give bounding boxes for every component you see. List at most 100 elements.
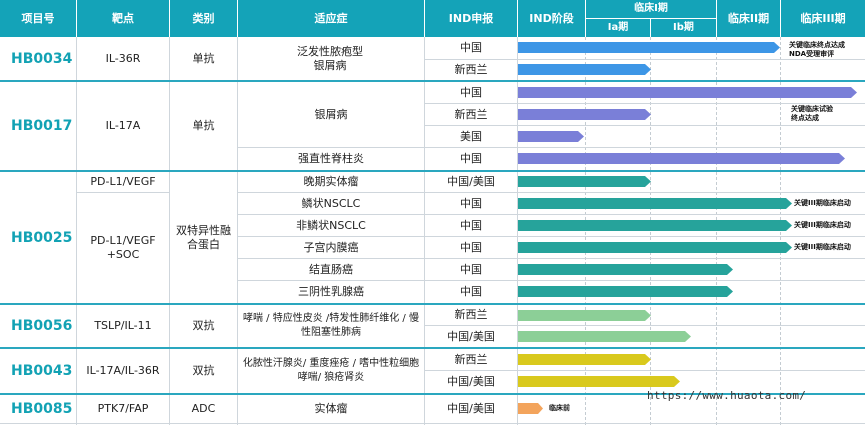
progress-bar [518,220,792,231]
ind-region: 中国/美国 [447,375,495,388]
milestone-note: 关键III期临床启动 [794,199,851,207]
progress-bar [518,131,584,142]
target: IL-36R [105,51,141,65]
ind-region: 新西兰 [454,107,488,121]
group-divider [0,170,865,172]
col-divider [424,37,425,425]
row-divider [425,370,865,371]
ind-region: 中国 [460,196,482,210]
row-divider [425,325,865,326]
indication: 哮喘 / 特应性皮炎 /特发性肺纤维化 / 慢性阻塞性肺病 [242,313,419,338]
project-code: HB0034 [11,50,73,67]
header-phase1b: Ib期 [651,19,716,37]
project-code: HB0025 [11,229,73,246]
indication: 三阴性乳腺癌 [298,285,364,298]
watermark: https://www.huaota.com/ [647,389,807,402]
header-target: 靶点 [77,0,169,37]
indication: 非鳞状NSCLC [296,218,366,232]
row-divider [238,147,865,148]
group-divider [0,80,865,82]
row-divider [238,192,865,193]
progress-bar [518,64,651,75]
col-divider [517,37,518,425]
row-divider [77,192,170,193]
indication: 鳞状NSCLC [301,196,361,210]
ind-region: 中国 [460,41,482,54]
category: 单抗 [192,51,215,65]
milestone-note: 关键III期临床启动 [794,221,851,229]
project-code: HB0043 [11,363,73,379]
progress-bar [518,198,792,209]
ind-region: 美国 [460,129,482,143]
row-divider [238,258,865,259]
project-code: HB0017 [11,118,73,134]
target: IL-17A [105,119,141,132]
indication: 泛发性脓疱型银屑病 [297,44,363,72]
milestone-note: 关键临床终点达成 NDA受理审评 [789,41,845,58]
milestone-note: 临床前 [549,404,570,412]
ind-region: 中国 [460,152,482,165]
indication: 实体瘤 [314,402,348,415]
ind-region: 中国 [460,85,482,99]
progress-bar [518,403,543,414]
col-divider [76,37,77,425]
ind-region: 中国 [460,240,482,254]
indication: 强直性脊柱炎 [298,152,364,165]
row-divider [238,236,865,237]
row-divider [425,103,865,104]
ind-region: 新西兰 [454,308,488,321]
category: ADC [191,402,216,415]
ind-region: 中国 [460,285,482,298]
project-code: HB0056 [11,318,73,334]
ind-region: 中国 [460,218,482,232]
target: IL-17A/IL-36R [86,364,160,377]
header-category: 类别 [170,0,237,37]
header-phase1a: Ia期 [586,19,650,37]
category: 双抗 [192,319,215,332]
row-divider [425,125,865,126]
ind-region: 新西兰 [454,62,488,76]
indication: 银屑病 [314,107,348,121]
progress-bar [518,109,651,120]
progress-bar [518,286,733,297]
progress-bar [518,354,651,365]
header-indication: 适应症 [238,0,424,37]
progress-bar [518,331,691,342]
indication: 化脓性汗腺炎/ 重度痤疮 / 嗜中性粒细胞哮喘/ 狼疮肾炎 [242,358,420,383]
group-divider [0,347,865,349]
project-code: HB0085 [11,401,73,417]
row-divider [425,59,865,60]
progress-bar [518,264,733,275]
progress-bar [518,376,680,387]
header-ind: IND申报 [425,0,517,37]
indication: 晚期实体瘤 [303,175,359,188]
header-phase1: 临床I期 [586,0,716,18]
progress-bar [518,176,651,187]
header-phase2: 临床II期 [717,0,780,37]
milestone-note: 关键III期临床启动 [794,243,851,251]
row-divider [238,280,865,281]
group-divider [0,303,865,305]
progress-bar [518,153,845,164]
ind-region: 中国 [460,262,482,276]
indication: 子宫内膜癌 [303,240,359,254]
group-divider [0,393,865,395]
header-ind-stage: IND阶段 [518,0,585,37]
category: 双抗 [192,364,215,377]
category: 双特异性融合蛋白 [176,223,231,251]
target: PD-L1/VEGF [90,175,156,188]
col-divider [237,37,238,425]
indication: 结直肠癌 [309,262,353,276]
ind-region: 中国/美国 [447,175,495,188]
col-divider [169,37,170,425]
progress-bar [518,242,792,253]
target: TSLP/IL-11 [94,319,152,332]
category: 单抗 [192,119,215,132]
ind-region: 新西兰 [454,352,488,366]
milestone-note: 关键临床试验 终点达成 [791,105,833,122]
ind-region: 中国/美国 [447,329,495,343]
progress-bar [518,87,857,98]
row-divider [0,423,865,424]
row-divider [238,214,865,215]
